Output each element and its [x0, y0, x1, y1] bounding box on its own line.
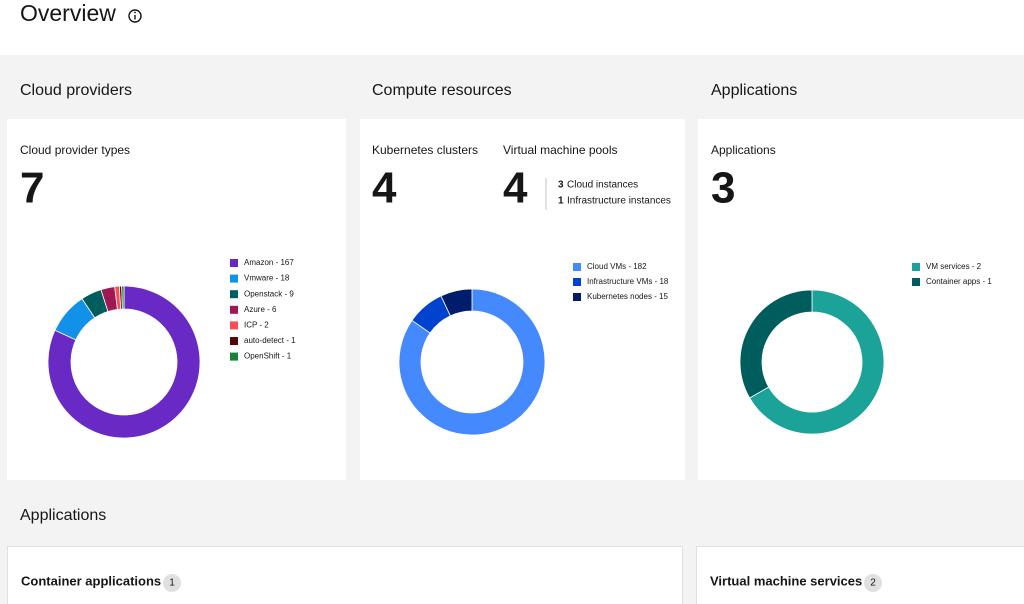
legend-swatch: [230, 337, 238, 345]
legend-swatch: [230, 305, 238, 314]
card-title: Virtual machine services: [710, 573, 862, 588]
detail-count: 1: [558, 196, 564, 207]
legend-swatch: [230, 321, 238, 330]
legend-swatch: [912, 278, 920, 286]
metric-value: 7: [20, 164, 44, 213]
legend-swatch: [573, 278, 581, 286]
section-title: Cloud providers: [20, 82, 132, 99]
donut-segment: [749, 289, 885, 435]
donut-segment: [121, 285, 125, 310]
legend-swatch: [230, 352, 238, 361]
legend-swatch: [230, 274, 238, 283]
donut-segment: [739, 289, 813, 399]
metric-label: Virtual machine pools: [503, 143, 618, 157]
section-title: Applications: [711, 82, 797, 99]
badge: [163, 574, 181, 592]
card: [7, 119, 346, 480]
legend-label: auto-detect - 1: [244, 336, 296, 345]
legend-label: Azure - 6: [244, 305, 277, 314]
detail-text: Cloud instances: [567, 180, 638, 191]
legend-swatch: [573, 263, 581, 271]
card[interactable]: [7, 546, 683, 604]
header-bar: [0, 0, 1024, 55]
info-icon[interactable]: [128, 9, 142, 23]
legend-label: Infrastructure VMs - 18: [587, 277, 669, 286]
legend-label: Amazon - 167: [244, 258, 294, 267]
card[interactable]: [696, 546, 1024, 604]
legend-label: ICP - 2: [244, 321, 269, 330]
detail-text: Infrastructure instances: [567, 196, 671, 207]
metric-value: 3: [711, 164, 735, 213]
legend-swatch: [573, 293, 581, 301]
card: [360, 119, 685, 480]
page-title: Overview: [20, 0, 116, 26]
metric-label: Kubernetes clusters: [372, 143, 478, 157]
metric-value: 4: [503, 164, 528, 213]
donut-segment: [398, 288, 546, 436]
metric-label: Applications: [711, 143, 776, 157]
legend-swatch: [912, 263, 920, 271]
donut-segment: [47, 285, 201, 439]
detail-count: 3: [558, 180, 564, 191]
donut-segment: [440, 288, 473, 317]
legend-label: Container apps - 1: [926, 277, 992, 286]
badge-count: 2: [870, 578, 876, 589]
legend-label: Cloud VMs - 182: [587, 262, 647, 271]
legend-label: Kubernetes nodes - 15: [587, 292, 668, 301]
metric-label: Cloud provider types: [20, 143, 130, 157]
section-title: Compute resources: [372, 82, 512, 99]
card: [698, 119, 1024, 480]
metric-value: 4: [372, 164, 397, 213]
section-title: Applications: [20, 507, 106, 524]
legend-label: VM services - 2: [926, 262, 982, 271]
legend-swatch: [230, 290, 238, 299]
legend-label: Vmware - 18: [244, 274, 290, 283]
legend-label: Openstack - 9: [244, 289, 294, 298]
legend-swatch: [230, 259, 238, 267]
badge-count: 1: [169, 578, 175, 589]
legend-label: OpenShift - 1: [244, 352, 292, 361]
card-title: Container applications: [21, 573, 161, 588]
badge: [864, 574, 882, 592]
